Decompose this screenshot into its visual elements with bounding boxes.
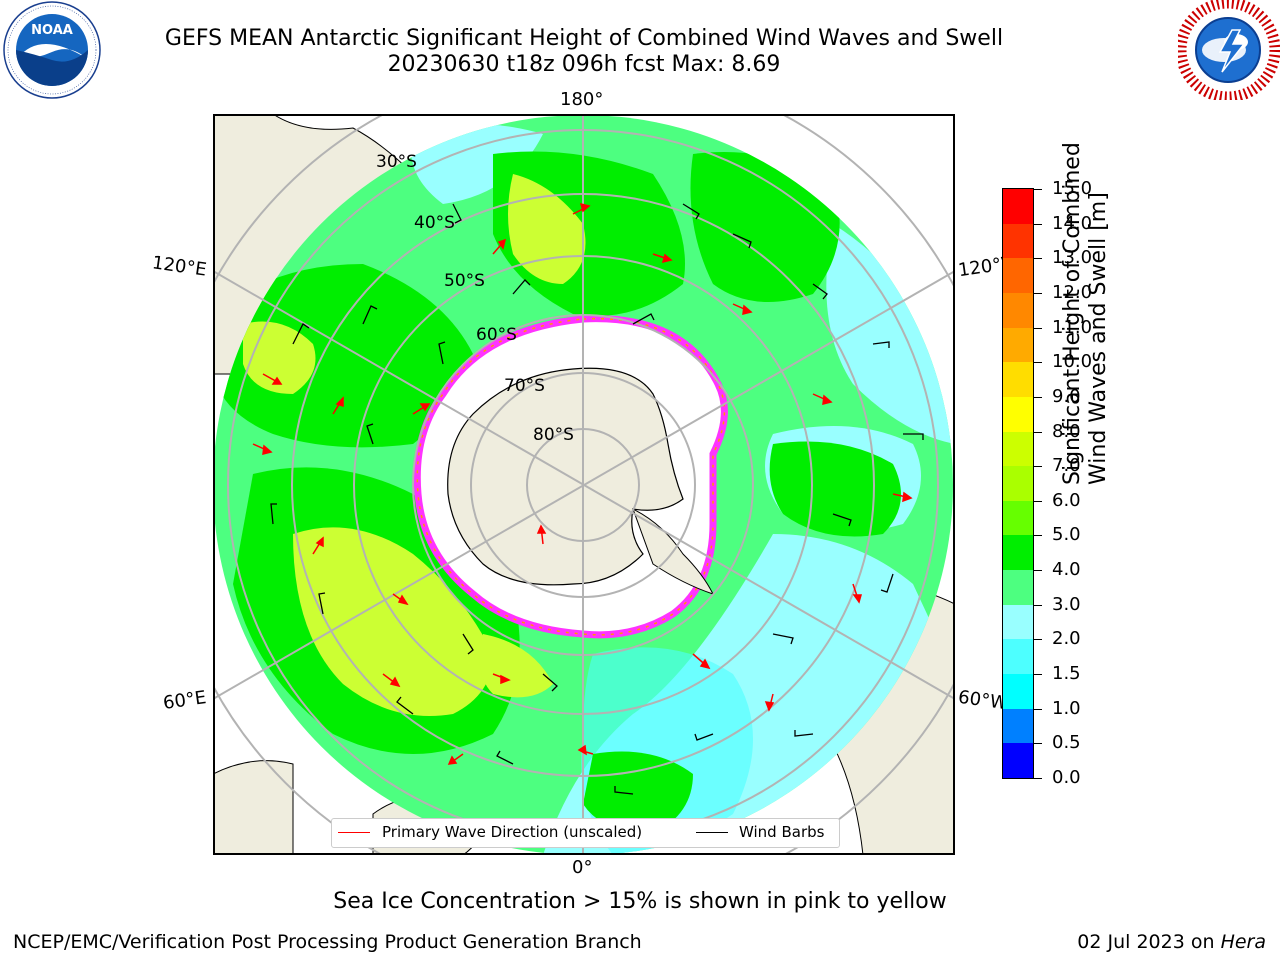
colorbar-tick-label: 15.0 — [1052, 178, 1093, 199]
colorbar-segment — [1003, 708, 1033, 744]
colorbar-tick-label: 5.0 — [1052, 524, 1081, 546]
colorbar-tick — [1034, 639, 1042, 641]
svg-text:NOAA: NOAA — [31, 23, 73, 38]
colorbar-segment — [1003, 674, 1033, 710]
lat-label-40s: 40°S — [414, 213, 455, 233]
colorbar-tick — [1034, 500, 1042, 502]
map-legend: Primary Wave Direction (unscaled) Wind B… — [331, 818, 840, 848]
lat-label-60s: 60°S — [476, 325, 517, 345]
colorbar-tick-label: 13.0 — [1052, 247, 1093, 269]
colorbar-tick — [1034, 327, 1042, 329]
colorbar-tick — [1034, 743, 1042, 745]
colorbar-segment — [1003, 500, 1033, 536]
colorbar-tick — [1034, 223, 1042, 225]
footer-date: 02 Jul 2023 on Hera — [1077, 931, 1266, 953]
colorbar-tick-label: 0.5 — [1052, 732, 1081, 754]
chart-subtitle: 20230630 t18z 096h fcst Max: 8.69 — [387, 52, 781, 77]
colorbar-tick-label: 2.0 — [1052, 628, 1081, 650]
map-svg — [213, 114, 955, 855]
colorbar-tick-label: 1.5 — [1052, 663, 1081, 685]
legend-wave-swatch — [338, 832, 370, 833]
footer-date-text: 02 Jul 2023 on — [1077, 931, 1221, 953]
colorbar-title-line1: Significant Height of Combined — [1060, 142, 1085, 485]
colorbar-tick-label: 0.0 — [1052, 767, 1081, 788]
colorbar-segment — [1003, 466, 1033, 502]
colorbar-title: Significant Height of Combined Wind Wave… — [1060, 142, 1112, 485]
legend-barb-swatch — [696, 832, 728, 833]
colorbar-tick — [1034, 431, 1042, 433]
colorbar-segment — [1003, 189, 1033, 225]
lon-label-upper-left: 120°E — [150, 252, 208, 281]
colorbar-segment — [1003, 535, 1033, 571]
noaa-logo: NOAA — [0, 0, 106, 100]
colorbar-tick-label: 1.0 — [1052, 697, 1081, 719]
colorbar-tick-label: 10.0 — [1052, 351, 1093, 373]
chart-title: GEFS MEAN Antarctic Significant Height o… — [164, 26, 1004, 51]
colorbar-tick — [1034, 570, 1042, 572]
colorbar-tick — [1034, 604, 1042, 606]
footer-system: Hera — [1220, 931, 1266, 953]
colorbar-tick-label: 11.0 — [1052, 316, 1093, 338]
footer-credit: NCEP/EMC/Verification Post Processing Pr… — [13, 931, 642, 953]
colorbar-tick — [1034, 189, 1042, 190]
colorbar — [1002, 188, 1034, 779]
colorbar-tick-label: 6.0 — [1052, 489, 1081, 511]
colorbar-tick-label: 3.0 — [1052, 593, 1081, 615]
colorbar-segment — [1003, 327, 1033, 363]
colorbar-tick-label: 4.0 — [1052, 559, 1081, 581]
colorbar-tick — [1034, 535, 1042, 537]
colorbar-segment — [1003, 396, 1033, 433]
colorbar-segment — [1003, 223, 1033, 259]
colorbar-tick-label: 12.0 — [1052, 281, 1093, 303]
colorbar-tick-label: 8.0 — [1052, 420, 1081, 442]
colorbar-tick — [1034, 708, 1042, 710]
colorbar-segment — [1003, 570, 1033, 606]
colorbar-segment — [1003, 258, 1033, 294]
legend-barb-label: Wind Barbs — [739, 823, 825, 841]
colorbar-tick-label: 9.0 — [1052, 385, 1081, 407]
colorbar-tick — [1034, 292, 1042, 294]
colorbar-tick — [1034, 362, 1042, 364]
legend-wave-label: Primary Wave Direction (unscaled) — [382, 823, 643, 841]
colorbar-segment — [1003, 431, 1033, 467]
colorbar-tick — [1034, 466, 1042, 468]
colorbar-tick — [1034, 258, 1042, 260]
lon-label-top: 180° — [560, 89, 604, 110]
colorbar-segment — [1003, 743, 1033, 779]
colorbar-segment — [1003, 292, 1033, 329]
lat-label-80s: 80°S — [533, 425, 574, 445]
polar-map — [213, 114, 955, 855]
colorbar-segment — [1003, 362, 1033, 398]
colorbar-title-line2: Wind Waves and Swell [m] — [1086, 192, 1111, 485]
colorbar-tick-label: 14.0 — [1052, 212, 1093, 234]
colorbar-tick — [1034, 396, 1042, 398]
nws-logo — [1175, 0, 1280, 103]
lat-label-70s: 70°S — [504, 376, 545, 396]
colorbar-tick — [1034, 674, 1042, 676]
lat-label-50s: 50°S — [444, 271, 485, 291]
colorbar-segment — [1003, 604, 1033, 640]
sea-ice-note: Sea Ice Concentration > 15% is shown in … — [333, 889, 947, 914]
lon-label-lower-left: 60°E — [161, 687, 208, 714]
colorbar-tick — [1034, 778, 1042, 779]
colorbar-segment — [1003, 639, 1033, 675]
lon-label-bottom: 0° — [572, 857, 593, 878]
lat-label-30s: 30°S — [376, 152, 417, 172]
colorbar-tick-label: 7.0 — [1052, 455, 1081, 477]
